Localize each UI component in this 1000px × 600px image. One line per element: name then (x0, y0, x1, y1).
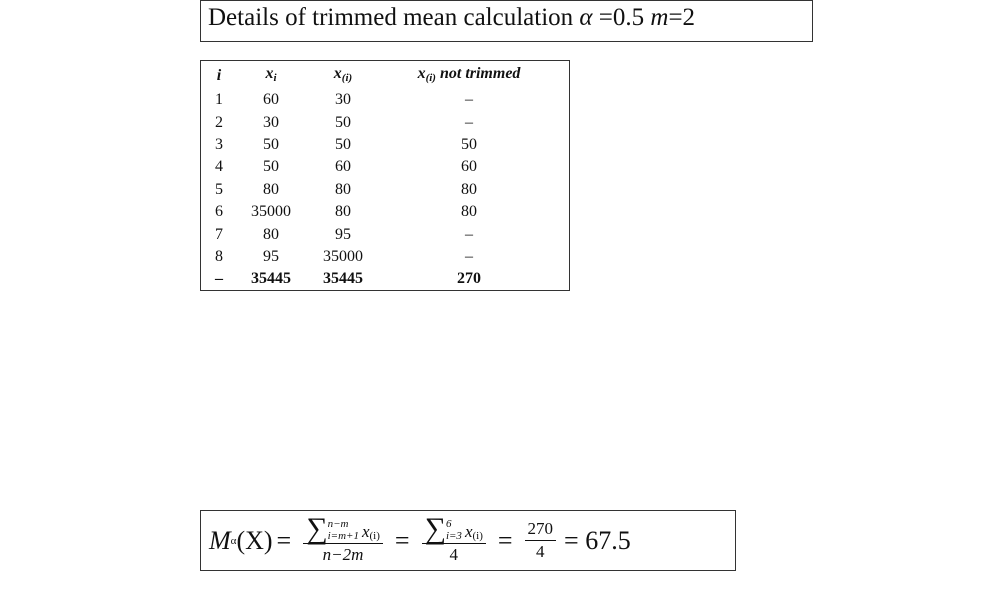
title-m: m (650, 4, 669, 31)
result: = 67.5 (564, 525, 631, 555)
cell: 4 (215, 158, 223, 176)
cell: 95 (263, 247, 279, 265)
sum-lower: i=m+1 (327, 530, 359, 542)
total-cell: 270 (457, 270, 481, 288)
sum-upper: 6 (445, 518, 452, 530)
cell: 35000 (323, 247, 363, 265)
cell: 80 (335, 180, 351, 198)
header-row: i xi x(i) x(i) not trimmed (201, 63, 557, 89)
equals: = (497, 525, 513, 555)
title-alpha-value: =0.5 (598, 4, 645, 31)
header-sub: (i) (425, 72, 436, 84)
cell: – (465, 247, 473, 265)
table-row: 2 30 50 – (201, 111, 557, 133)
cell: 3 (215, 135, 223, 153)
header-text: x (417, 65, 426, 82)
cell: 80 (263, 180, 279, 198)
title-text: Details of trimmed mean calculation (208, 4, 574, 31)
cell: 60 (263, 91, 279, 109)
cell: 95 (335, 225, 351, 243)
cell: 30 (335, 91, 351, 109)
header-text: x (265, 65, 274, 82)
equals: = (276, 525, 292, 555)
cell: 50 (263, 158, 279, 176)
term-sub: (i) (472, 530, 483, 542)
cell: 80 (335, 203, 351, 221)
numerator: 270 (524, 519, 557, 541)
denominator: 4 (536, 542, 545, 561)
cell: 6 (215, 203, 223, 221)
total-cell: 35445 (323, 270, 363, 288)
column-header: xi (237, 63, 305, 89)
fraction: 270 4 (524, 519, 557, 562)
cell: 30 (263, 113, 279, 131)
header-text: x (333, 65, 342, 82)
cell: 50 (263, 135, 279, 153)
column-header: x(i) not trimmed (381, 63, 557, 89)
table-box: i xi x(i) x(i) not trimmed 1 60 30–2 30 50–3 50 50… (200, 60, 570, 291)
lhs-arg: (X) (236, 525, 273, 555)
total-cell: 35445 (251, 270, 291, 288)
title-m-value: =2 (668, 4, 696, 31)
header-suffix: not trimmed (439, 65, 521, 82)
cell: 60 (335, 158, 351, 176)
term-sub: (i) (369, 530, 380, 542)
column-header: x(i) (305, 63, 381, 89)
lhs: M (209, 525, 231, 555)
cell: 2 (215, 113, 223, 131)
fraction: ∑ n−m i=m+1 x (i) n−2m (303, 512, 383, 565)
table-row: 5 80 80 80 (201, 179, 557, 201)
cell: – (465, 225, 473, 243)
table-row: 4 50 60 60 (201, 156, 557, 178)
total-cell: – (215, 270, 223, 288)
table: i xi x(i) x(i) not trimmed 1 60 30–2 30 50–3 50 50… (201, 63, 557, 291)
header-text: i (216, 67, 222, 84)
totals-row: – 35445 35445 270 (201, 268, 557, 290)
lhs-sub: α (230, 534, 237, 547)
equals: = (394, 525, 410, 555)
cell: 35000 (251, 203, 291, 221)
table-row: 1 60 30 – (201, 89, 557, 111)
cell: 50 (335, 113, 351, 131)
fraction: ∑ 6 i=3 x (i) 4 (421, 512, 486, 565)
title-box: Details of trimmed mean calculation α =0… (200, 0, 813, 42)
cell: 5 (215, 180, 223, 198)
cell: 60 (461, 158, 477, 176)
sum-lower: i=3 (445, 530, 462, 542)
column-header: i (201, 63, 237, 89)
table-row: 3 50 50 50 (201, 134, 557, 156)
sum-upper: n−m (327, 518, 349, 530)
cell: 1 (215, 91, 223, 109)
sum-symbol: ∑ (306, 512, 328, 545)
sum-symbol: ∑ (424, 512, 446, 545)
cell: 80 (461, 180, 477, 198)
term: x (464, 522, 473, 541)
table-row: 7 80 95 – (201, 223, 557, 245)
cell: 7 (215, 225, 223, 243)
cell: 8 (215, 247, 223, 265)
cell: 80 (263, 225, 279, 243)
header-sub: (i) (341, 72, 353, 84)
cell: – (465, 91, 473, 109)
denominator: 4 (449, 545, 458, 564)
header-sub: i (273, 72, 277, 84)
denominator: n−2m (322, 545, 364, 564)
cell: 50 (461, 135, 477, 153)
table-row: 6 35000 80 80 (201, 201, 557, 223)
title-alpha: α (579, 4, 593, 31)
cell: 80 (461, 203, 477, 221)
table-row: 8 95 35000 – (201, 246, 557, 268)
cell: 50 (335, 135, 351, 153)
cell: – (465, 113, 473, 131)
term: x (361, 522, 370, 541)
